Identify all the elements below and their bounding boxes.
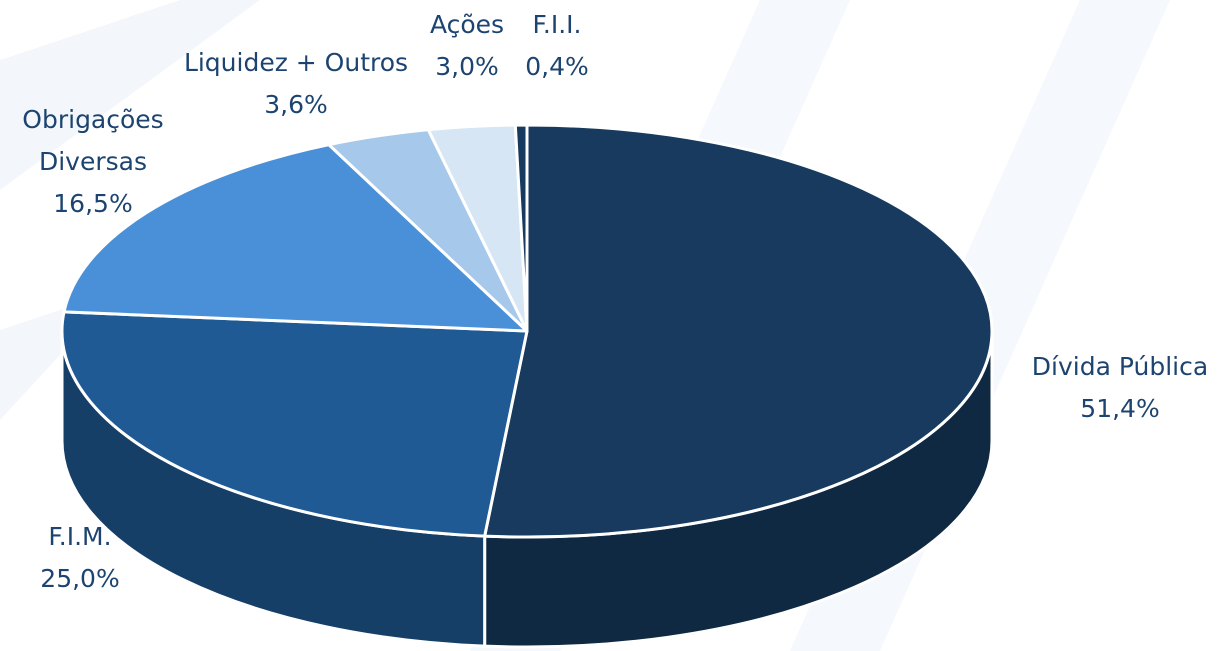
slice-label: Ações 3,0% bbox=[430, 4, 504, 88]
category-label: Liquidez + Outros bbox=[183, 48, 409, 77]
value-label: 3,6% bbox=[264, 90, 328, 119]
pie-slice bbox=[60, 310, 529, 538]
value-label: 16,5% bbox=[53, 189, 133, 218]
pie-slice bbox=[513, 123, 529, 333]
slice-label: Obrigações Diversas 16,5% bbox=[13, 99, 173, 225]
background-stripe bbox=[0, 0, 260, 190]
pie-slice bbox=[483, 123, 994, 539]
category-label: F.I.M. bbox=[48, 522, 112, 551]
slice-label: F.I.I. 0,4% bbox=[525, 4, 589, 88]
slice-label: F.I.M. 25,0% bbox=[40, 516, 119, 600]
slice-label: Liquidez + Outros 3,6% bbox=[184, 42, 408, 126]
value-label: 51,4% bbox=[1080, 394, 1160, 423]
category-label: Dívida Pública bbox=[1031, 352, 1209, 381]
pie-tops bbox=[60, 123, 994, 539]
value-label: 0,4% bbox=[525, 52, 589, 81]
value-label: 25,0% bbox=[40, 564, 120, 593]
pie-slice bbox=[62, 143, 529, 333]
category-label: Ações bbox=[429, 10, 505, 39]
value-label: 3,0% bbox=[435, 52, 499, 81]
category-label: F.I.I. bbox=[532, 10, 582, 39]
slice-label: Dívida Pública 51,4% bbox=[1032, 346, 1208, 430]
category-label: Obrigações Diversas bbox=[22, 105, 164, 176]
